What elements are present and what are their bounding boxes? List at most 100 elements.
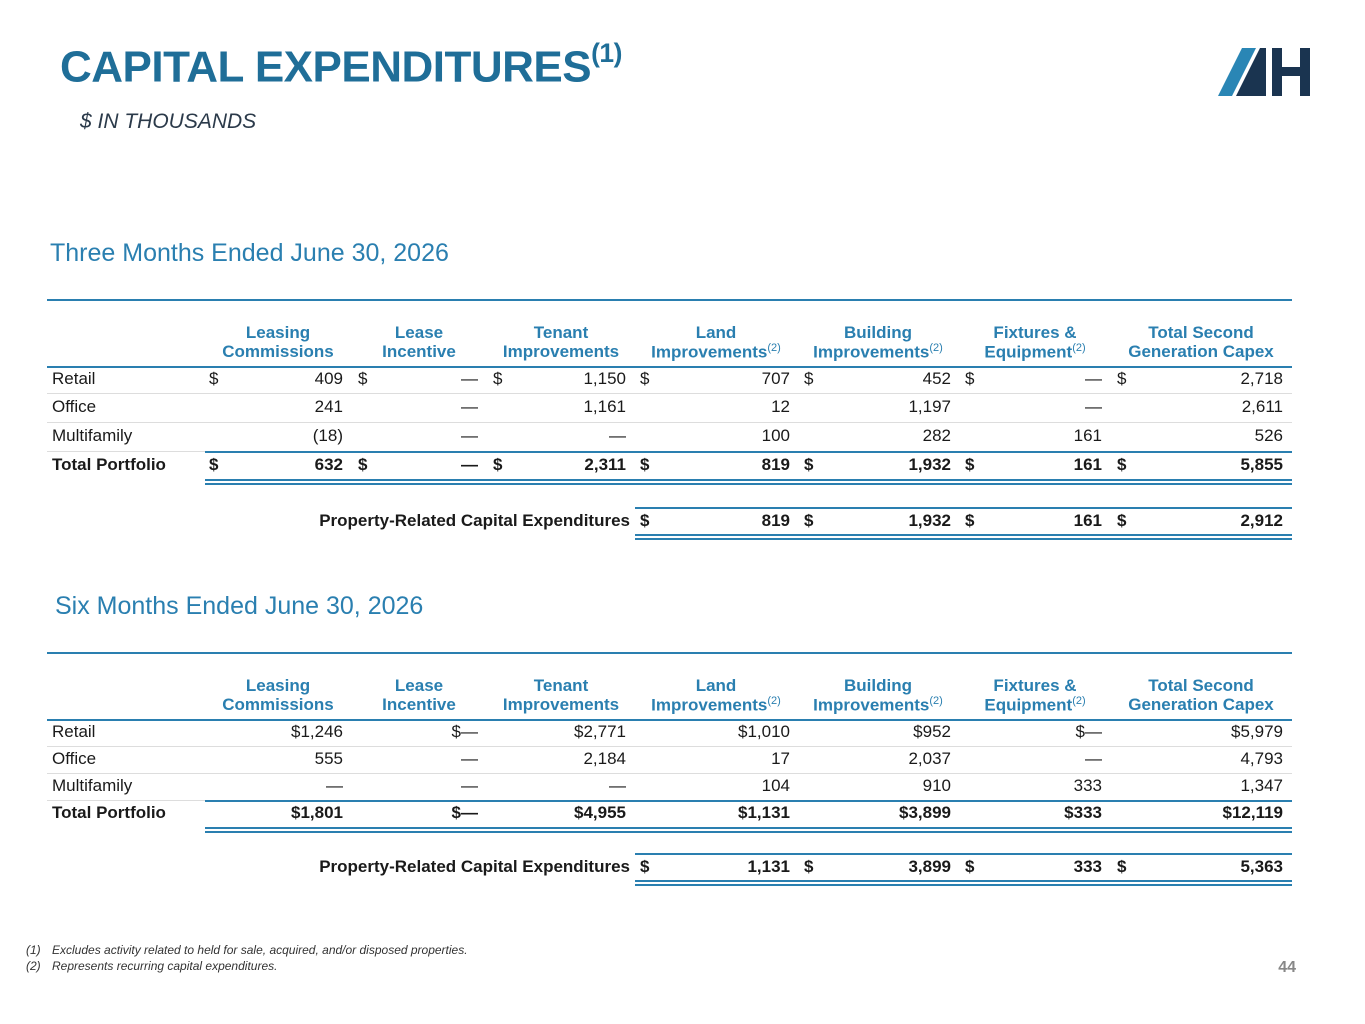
- cell: —: [326, 775, 343, 795]
- column-header: Improvements: [503, 343, 619, 360]
- column-header: Improvements(2): [651, 694, 781, 715]
- cell: 910: [922, 775, 951, 795]
- column-header: Leasing: [245, 675, 311, 695]
- cell: 1,131: [747, 856, 790, 876]
- rule: [205, 479, 1292, 482]
- cell: —: [1085, 748, 1102, 768]
- footnote-mark: (2): [26, 959, 41, 973]
- cell: —: [1085, 397, 1102, 417]
- row-label: Total Portfolio: [52, 802, 166, 822]
- column-header: Improvements: [503, 696, 619, 713]
- column-header: Building: [844, 675, 912, 695]
- column-header: Lease: [394, 675, 444, 695]
- column-header-line: Commissions: [222, 341, 334, 361]
- currency: $: [965, 454, 975, 474]
- rule: [47, 299, 1292, 301]
- currency: $: [209, 454, 219, 474]
- cell: 1,150: [583, 368, 626, 388]
- column-header: Improvements(2): [813, 694, 943, 715]
- table-title: Six Months Ended June 30, 2026: [55, 592, 424, 621]
- currency: $: [640, 368, 650, 388]
- cell: 1,932: [908, 454, 951, 474]
- cell: 241: [314, 397, 343, 417]
- cell: 632: [314, 454, 343, 474]
- cell: 409: [314, 368, 343, 388]
- column-note: (2): [767, 341, 781, 354]
- cell: —: [609, 426, 626, 446]
- cell: 2,184: [583, 748, 626, 768]
- column-header: Total Second: [1148, 322, 1254, 342]
- column-header: Total Second: [1148, 675, 1254, 695]
- column-header-line: Improvements: [813, 695, 930, 715]
- column-header: Equipment(2): [984, 695, 1085, 715]
- currency: $: [804, 368, 814, 388]
- row-label: Multifamily: [52, 426, 133, 446]
- currency: $: [1117, 368, 1127, 388]
- cell: —: [461, 397, 478, 417]
- cell: 3,899: [908, 856, 951, 876]
- footnote-text: Represents recurring capital expenditure…: [52, 959, 278, 973]
- cell: 526: [1254, 426, 1283, 446]
- cell: 819: [761, 510, 790, 530]
- footnote-text: Excludes activity related to held for sa…: [52, 943, 468, 957]
- column-header: Incentive: [382, 343, 456, 360]
- cell: 1,161: [583, 397, 626, 417]
- cell: $1,801: [291, 802, 343, 822]
- currency: $: [493, 454, 503, 474]
- currency: $: [209, 368, 219, 388]
- subtitle: $ IN THOUSANDS: [80, 110, 257, 133]
- rule: [635, 884, 1292, 886]
- logo: [1218, 48, 1310, 96]
- cell: $—: [451, 802, 478, 822]
- cell: 707: [761, 368, 790, 388]
- column-header: Leasing: [245, 322, 311, 342]
- column-header-line: Equipment: [984, 695, 1073, 715]
- rule: [205, 827, 1292, 829]
- currency: $: [358, 454, 368, 474]
- cell: 17: [771, 748, 790, 768]
- row-label: Retail: [52, 368, 96, 388]
- column-header: Improvements(2): [813, 342, 943, 362]
- cell: $952: [913, 721, 951, 741]
- rule: [47, 772, 1292, 774]
- cell: $2,771: [574, 721, 626, 741]
- row-label: Office: [52, 748, 97, 768]
- cell: 161: [1073, 426, 1102, 446]
- cell: —: [461, 748, 478, 768]
- cell: $5,979: [1231, 721, 1283, 741]
- cell: $12,119: [1222, 802, 1283, 822]
- cell: 4,793: [1240, 748, 1283, 768]
- column-note: (2): [929, 694, 943, 707]
- currency: $: [640, 510, 650, 530]
- currency: $: [493, 368, 503, 388]
- cell: 1,347: [1240, 775, 1283, 795]
- rule: [205, 483, 1292, 486]
- column-header-line: Improvements: [651, 342, 768, 362]
- column-header-line: Generation Capex: [1128, 694, 1274, 714]
- cell: —: [461, 775, 478, 795]
- row-label: Property-Related Capital Expenditures: [319, 510, 630, 530]
- footnote-mark: (1): [26, 943, 41, 957]
- column-header-line: Improvements: [813, 342, 930, 362]
- rule: [205, 450, 1292, 453]
- title: CAPITAL EXPENDITURES: [60, 42, 592, 92]
- column-note: (2): [767, 694, 781, 707]
- cell: 2,912: [1240, 510, 1283, 530]
- cell: 2,037: [908, 748, 951, 768]
- rule: [635, 507, 1292, 509]
- column-header-line: Improvements: [651, 695, 768, 715]
- title-wrap: CAPITAL EXPENDITURES(1): [60, 40, 622, 92]
- cell: 333: [1073, 775, 1102, 795]
- cell: 5,855: [1240, 454, 1283, 474]
- column-header: Lease: [394, 322, 444, 342]
- currency: $: [1117, 510, 1127, 530]
- cell: $333: [1064, 802, 1102, 822]
- column-header-line: Improvements: [502, 694, 620, 714]
- cell: —: [461, 368, 478, 388]
- column-header-line: Improvements: [502, 341, 620, 361]
- rule: [635, 880, 1292, 882]
- column-header: Incentive: [382, 696, 456, 713]
- rule: [47, 719, 1292, 721]
- cell: —: [609, 775, 626, 795]
- rule: [47, 366, 1292, 368]
